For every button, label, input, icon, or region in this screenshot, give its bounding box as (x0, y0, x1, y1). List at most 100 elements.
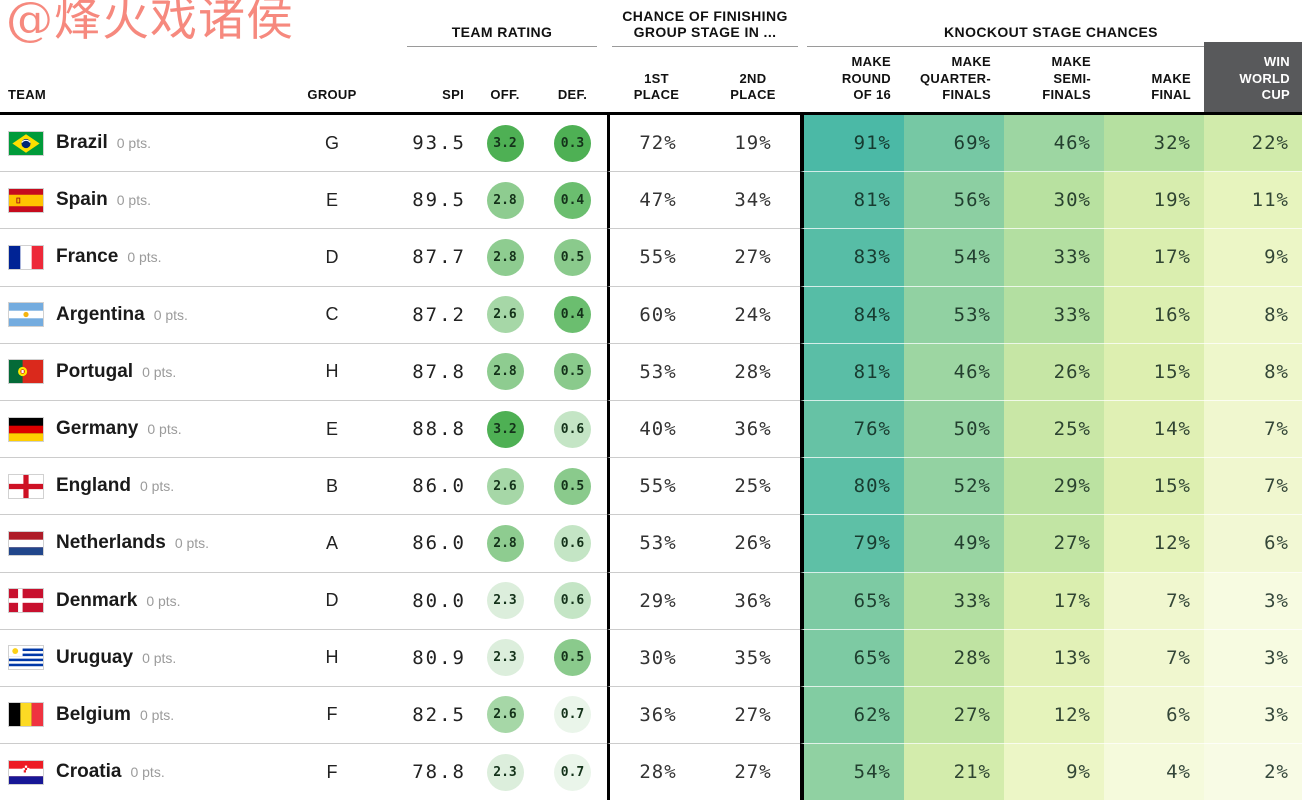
offense-rating-badge: 2.6 (486, 467, 524, 505)
denmark-flag-icon (8, 588, 44, 614)
cell-win-world-cup: 22% (1204, 115, 1302, 173)
defense-rating-badge: 0.7 (554, 696, 591, 734)
cell-offense-rating: 2.8 (472, 229, 538, 287)
team-name: Germany (56, 418, 139, 440)
percent-value: 14% (1153, 418, 1191, 441)
column-header-group[interactable]: GROUP (307, 86, 357, 102)
team-name: Belgium (56, 703, 131, 725)
cell-team: Brazil 0 pts. (0, 115, 302, 173)
cell-1st-place: 60% (607, 286, 706, 344)
cell-2nd-place: 36% (706, 573, 800, 630)
cell-make-quarterfinals: 49% (904, 515, 1004, 573)
cell-defense-rating: 0.6 (538, 515, 607, 573)
cell-team: Argentina 0 pts. (0, 287, 302, 344)
team-row: Croatia 0 pts. F 78.8 2.3 0.7 28% 27% 54% 21% 9% 4%… (0, 744, 1302, 800)
percent-value: 28% (639, 761, 677, 784)
percent-value: 4% (1166, 761, 1191, 784)
cell-make-round-of-16: 79% (800, 515, 904, 573)
column-header-def[interactable]: DEF. (557, 86, 588, 102)
offense-rating-badge: 2.3 (486, 753, 524, 791)
cell-make-round-of-16: 65% (800, 629, 904, 687)
percent-value: 7% (1166, 589, 1191, 612)
offense-rating-badge: 2.6 (486, 296, 524, 334)
cell-defense-rating: 0.3 (538, 115, 607, 173)
cell-spi: 80.9 (362, 630, 472, 687)
percent-value: 24% (734, 303, 772, 326)
percent-value: 15% (1153, 475, 1191, 498)
france-flag-icon (8, 244, 44, 270)
cell-make-quarterfinals: 28% (904, 629, 1004, 687)
percent-value: 11% (1251, 189, 1289, 212)
brazil-flag-icon (8, 130, 44, 156)
percent-value: 8% (1264, 360, 1289, 383)
percent-value: 9% (1264, 246, 1289, 269)
percent-value: 7% (1264, 418, 1289, 441)
column-header-make-quarterfinals[interactable]: MAKE QUARTER- FINALS (919, 54, 991, 102)
percent-value: 34% (734, 189, 772, 212)
cell-win-world-cup: 7% (1204, 458, 1302, 516)
column-header-1st-place[interactable]: 1ST PLACE (633, 70, 680, 102)
percent-value: 49% (953, 532, 991, 555)
cell-make-semifinals: 33% (1004, 286, 1104, 344)
column-header-make-semifinals[interactable]: MAKE SEMI- FINALS (1042, 54, 1091, 102)
column-header-off[interactable]: OFF. (490, 86, 520, 102)
percent-value: 9% (1066, 761, 1091, 784)
cell-make-round-of-16: 80% (800, 458, 904, 516)
percent-value: 30% (639, 646, 677, 669)
cell-defense-rating: 0.4 (538, 172, 607, 230)
offense-rating-badge: 2.3 (486, 639, 524, 677)
percent-value: 50% (953, 418, 991, 441)
uruguay-flag-icon (8, 645, 44, 671)
percent-value: 65% (853, 646, 891, 669)
cell-make-quarterfinals: 56% (904, 172, 1004, 230)
percent-value: 8% (1264, 303, 1289, 326)
cell-spi: 78.8 (362, 744, 472, 800)
percent-value: 53% (639, 532, 677, 555)
percent-value: 32% (1153, 132, 1191, 155)
cell-make-quarterfinals: 46% (904, 343, 1004, 401)
cell-make-final: 17% (1104, 229, 1204, 287)
offense-rating-badge: 3.2 (486, 124, 524, 162)
cell-offense-rating: 2.8 (472, 172, 538, 230)
cell-team: Belgium 0 pts. (0, 687, 302, 745)
percent-value: 36% (734, 418, 772, 441)
cell-offense-rating: 2.3 (472, 744, 538, 800)
cell-defense-rating: 0.5 (538, 344, 607, 401)
percent-value: 25% (1053, 418, 1091, 441)
cell-team: Netherlands 0 pts. (0, 515, 302, 573)
column-header-team[interactable]: TEAM (8, 86, 47, 102)
cell-win-world-cup: 3% (1204, 686, 1302, 745)
percent-value: 33% (953, 589, 991, 612)
cell-make-final: 7% (1104, 572, 1204, 630)
team-name: France (56, 246, 119, 268)
cell-win-world-cup: 6% (1204, 515, 1302, 573)
cell-2nd-place: 35% (706, 630, 800, 687)
cell-win-world-cup: 9% (1204, 229, 1302, 287)
column-header-win-world-cup[interactable]: WIN WORLD CUP (1239, 54, 1290, 102)
team-name: Denmark (56, 589, 138, 611)
column-header-make-round-of-16[interactable]: MAKE ROUND OF 16 (841, 54, 891, 102)
team-points: 0 pts. (139, 706, 175, 723)
cell-spi: 86.0 (362, 458, 472, 516)
column-header-2nd-place[interactable]: 2ND PLACE (730, 70, 776, 102)
cell-make-semifinals: 9% (1004, 744, 1104, 800)
defense-rating-badge: 0.5 (554, 639, 591, 677)
team-points: 0 pts. (116, 192, 151, 209)
percent-value: 26% (1053, 360, 1091, 383)
cell-offense-rating: 3.2 (472, 401, 538, 459)
percent-value: 17% (1153, 246, 1191, 269)
defense-rating-badge: 0.5 (554, 467, 591, 505)
percent-value: 52% (953, 475, 991, 498)
column-header-spi[interactable]: SPI (442, 86, 464, 102)
offense-rating-badge: 2.8 (486, 181, 524, 219)
column-header-row: TEAM GROUP SPI OFF. DEF. 1ST PLACE 2ND P… (0, 40, 1302, 112)
team-row: Argentina 0 pts. C 87.2 2.6 0.4 60% 24% 84% 53% 33… (0, 286, 1302, 344)
cell-defense-rating: 0.6 (538, 401, 607, 459)
cell-make-quarterfinals: 21% (904, 744, 1004, 800)
cell-make-final: 19% (1104, 172, 1204, 230)
cell-offense-rating: 2.6 (472, 687, 538, 745)
cell-make-round-of-16: 91% (800, 115, 904, 173)
cell-make-round-of-16: 62% (800, 686, 904, 745)
column-header-make-final[interactable]: MAKE FINAL (1151, 70, 1191, 102)
cell-make-semifinals: 29% (1004, 458, 1104, 516)
